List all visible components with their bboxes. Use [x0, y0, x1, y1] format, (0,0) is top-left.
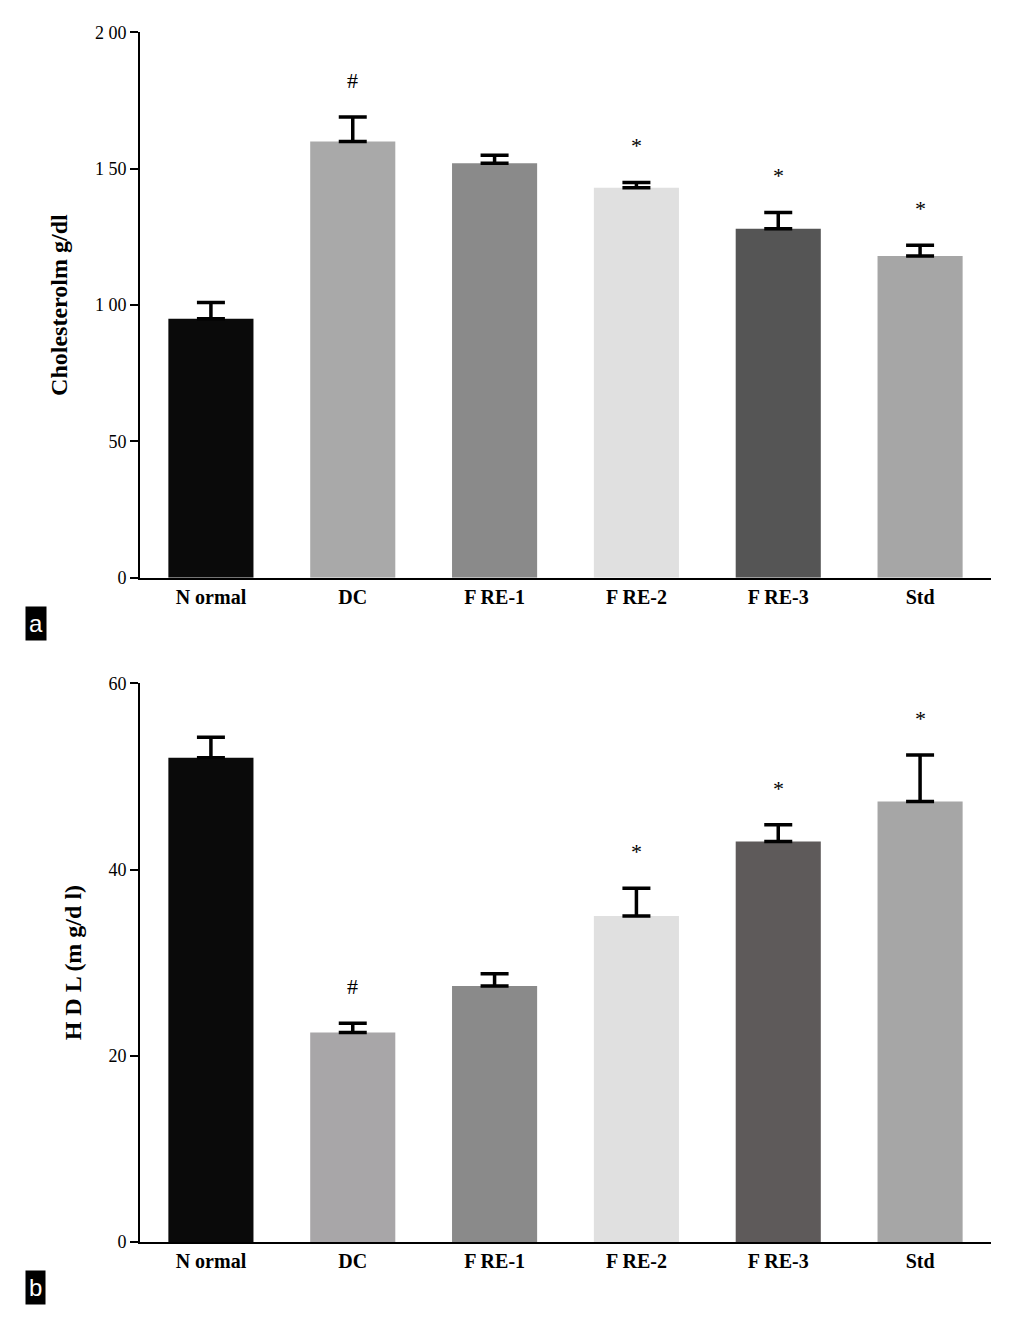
svg-text:*: *	[915, 196, 926, 221]
svg-text:a: a	[29, 610, 43, 637]
svg-text:H D L (m g/d l): H D L (m g/d l)	[60, 885, 86, 1040]
svg-text:N ormal: N ormal	[176, 1250, 247, 1272]
svg-text:F RE-2: F RE-2	[606, 586, 667, 608]
svg-text:*: *	[915, 706, 926, 731]
svg-text:#: #	[347, 68, 358, 93]
svg-text:*: *	[631, 839, 642, 864]
svg-text:*: *	[631, 133, 642, 158]
svg-text:F RE-2: F RE-2	[606, 1250, 667, 1272]
svg-text:1 00: 1 00	[95, 295, 127, 315]
svg-text:F RE-3: F RE-3	[748, 1250, 809, 1272]
svg-text:1 50: 1 50	[95, 159, 127, 179]
svg-text:DC: DC	[338, 1250, 367, 1272]
svg-text:N ormal: N ormal	[176, 586, 247, 608]
svg-text:0: 0	[117, 1232, 126, 1252]
svg-text:F RE-1: F RE-1	[464, 1250, 525, 1272]
svg-text:F RE-3: F RE-3	[748, 586, 809, 608]
svg-text:#: #	[347, 974, 358, 999]
svg-text:60: 60	[108, 674, 126, 694]
svg-text:Std: Std	[906, 586, 935, 608]
svg-text:2 00: 2 00	[95, 23, 127, 43]
svg-text:DC: DC	[338, 586, 367, 608]
svg-text:*: *	[773, 163, 784, 188]
svg-text:40: 40	[108, 860, 126, 880]
svg-text:50: 50	[108, 432, 126, 452]
svg-text:20: 20	[108, 1046, 126, 1066]
svg-text:F RE-1: F RE-1	[464, 586, 525, 608]
svg-text:*: *	[773, 776, 784, 801]
svg-text:b: b	[29, 1274, 42, 1301]
svg-text:Cholesterolm g/dl: Cholesterolm g/dl	[47, 214, 73, 396]
svg-text:0: 0	[117, 568, 126, 588]
svg-text:Std: Std	[906, 1250, 935, 1272]
